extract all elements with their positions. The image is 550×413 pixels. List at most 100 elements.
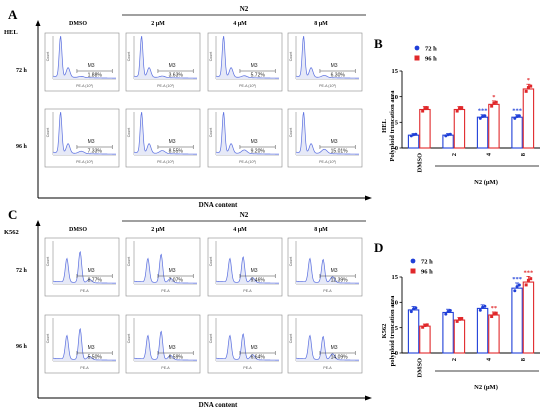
histogram-panel: Count PE-A (10³) M3 6.30% [287, 32, 363, 92]
histogram-xlabel: PE-A [323, 289, 332, 293]
data-point [515, 285, 519, 289]
panel-d-xlabel: N2 (μM) [474, 384, 498, 391]
histogram-ylabel: Count [127, 257, 131, 267]
panel-c-row-72h: 72 h [16, 268, 28, 274]
histogram-ylabel: Count [289, 334, 293, 344]
gate-percentage: 5.72% [251, 73, 266, 79]
histogram-xlabel: PE-A (10³) [76, 84, 93, 88]
gate-percentage: 8.77% [88, 278, 103, 284]
data-point [513, 289, 517, 293]
histogram-fill [296, 258, 359, 284]
gate-percentage: 6.30% [331, 73, 346, 79]
gate-m3-label: M3 [331, 268, 338, 274]
histogram-curve [52, 112, 117, 155]
data-point [444, 134, 448, 138]
significance-label: * [527, 77, 530, 84]
data-point [457, 107, 461, 111]
bar [442, 311, 454, 354]
legend-96h-label: 96 h [425, 56, 437, 63]
data-point [425, 323, 429, 327]
histogram-xlabel: PE-A [80, 366, 89, 370]
panel-a: A HEL DNA content N2 DMSO 2 μM 4 μM 8 μM… [4, 5, 372, 209]
panel-b: B HEL Polyploid truncation area N2 (μM) … [374, 36, 540, 186]
data-point [455, 109, 459, 113]
data-point [409, 134, 413, 138]
significance-label: ** [491, 305, 498, 312]
histogram-panel: Count PE-A M3 7.07% [125, 237, 201, 297]
data-point [478, 308, 482, 312]
data-point [483, 304, 487, 308]
histogram-fill [216, 333, 279, 361]
histogram-ylabel: Count [289, 257, 293, 267]
data-point [513, 116, 517, 120]
panel-c-cell-line: K562 [4, 229, 19, 236]
x-tick-label: 4 [485, 357, 492, 361]
histogram-curve [52, 250, 117, 284]
histogram-fill [53, 251, 116, 284]
histogram-panel: Count PE-A (10³) M3 1.88% [44, 32, 120, 92]
gate-m3-label: M3 [251, 139, 258, 145]
histogram-ylabel: Count [127, 52, 131, 62]
panel-b-ylabel: Polyploid truncation area [389, 90, 396, 162]
histogram-xlabel: PE-A [243, 289, 252, 293]
panel-a-letter: A [8, 7, 18, 22]
panel-b-legend: 72 h 96 h [414, 45, 437, 63]
histogram-panel: Count PE-A (10³) M3 5.72% [207, 32, 283, 92]
histogram-frame [44, 32, 120, 92]
data-point [517, 114, 521, 118]
panel-c-letter: C [8, 207, 17, 222]
histogram-curve [133, 253, 198, 284]
data-point [444, 312, 448, 316]
histogram-fill [53, 328, 116, 361]
histogram-ylabel: Count [46, 52, 50, 62]
gate-m3-label: M3 [331, 345, 338, 351]
bar [407, 134, 420, 149]
gate-percentage: 8.55% [169, 149, 184, 155]
data-point [492, 101, 496, 105]
histogram-ylabel: Count [209, 52, 213, 62]
panel-a-row-72h: 72 h [16, 68, 28, 74]
data-point [494, 311, 498, 315]
panel-a-col-4um: 4 μM [233, 21, 247, 27]
gate-percentage: 7.33% [88, 149, 103, 155]
gate-m3-label: M3 [88, 268, 95, 274]
histogram-fill [134, 331, 197, 361]
legend-72h-marker [414, 45, 420, 51]
data-point [409, 310, 413, 314]
data-point [412, 133, 416, 137]
panel-c-up-arrowhead [35, 220, 41, 226]
data-point [515, 114, 519, 118]
panel-b-letter: B [374, 36, 383, 51]
data-point [526, 278, 530, 282]
data-point [414, 132, 418, 136]
panel-c-treatment-label: N2 [240, 211, 249, 219]
legend-72h-marker [410, 258, 416, 264]
data-point [414, 306, 418, 310]
x-tick-label: 8 [520, 152, 527, 156]
histogram-curve [133, 112, 198, 155]
histogram-frame [125, 32, 201, 92]
histogram-ylabel: Count [127, 128, 131, 138]
data-point [481, 114, 485, 118]
histogram-xlabel: PE-A [161, 366, 170, 370]
bar [511, 116, 523, 149]
data-point [483, 114, 487, 118]
histogram-frame [287, 314, 363, 374]
panel-d: D K562 polyploid truncation area N2 (μM)… [374, 240, 540, 391]
gate-percentage: 9.20% [251, 149, 266, 155]
histogram-xlabel: PE-A (10³) [76, 160, 93, 164]
gate-m3-label: M3 [251, 63, 258, 69]
histogram-ylabel: Count [289, 52, 293, 62]
histogram-fill [296, 112, 359, 155]
significance-label: *** [512, 108, 522, 115]
bar [476, 307, 489, 354]
histogram-fill [216, 112, 279, 155]
data-point [423, 107, 427, 111]
y-tick-label: 0 [395, 350, 398, 357]
histogram-ylabel: Count [209, 334, 213, 344]
x-tick-label: 8 [520, 357, 527, 361]
histogram-xlabel: PE-A (10³) [319, 160, 336, 164]
histogram-ylabel: Count [209, 128, 213, 138]
